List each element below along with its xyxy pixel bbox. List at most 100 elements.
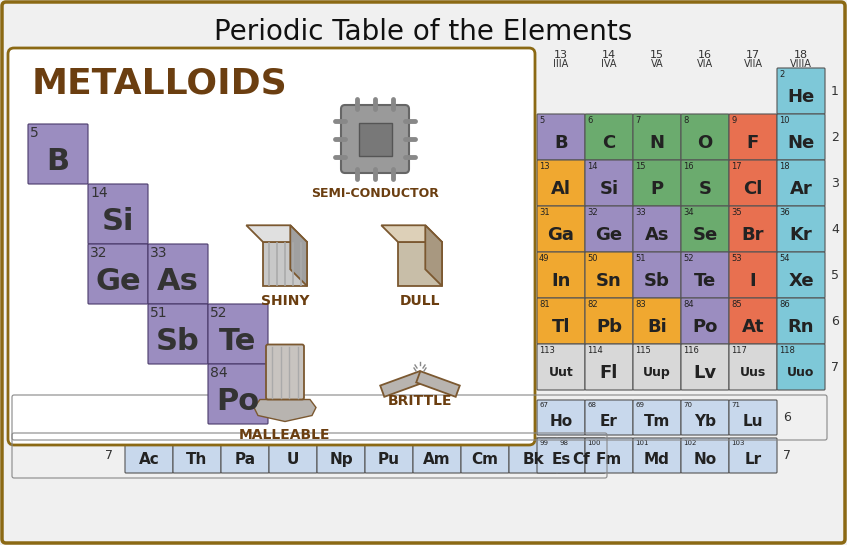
Text: Ar: Ar xyxy=(789,179,812,197)
FancyBboxPatch shape xyxy=(221,438,269,473)
FancyBboxPatch shape xyxy=(537,400,585,435)
Text: 15: 15 xyxy=(650,50,664,60)
FancyBboxPatch shape xyxy=(777,114,825,160)
FancyBboxPatch shape xyxy=(633,160,681,206)
Text: Ho: Ho xyxy=(550,414,573,429)
FancyBboxPatch shape xyxy=(729,114,777,160)
Text: As: As xyxy=(645,226,669,244)
Text: O: O xyxy=(697,134,712,152)
Text: IA: IA xyxy=(27,59,36,69)
Text: Ge: Ge xyxy=(595,226,623,244)
FancyBboxPatch shape xyxy=(148,304,208,364)
FancyBboxPatch shape xyxy=(729,438,777,473)
Text: 16: 16 xyxy=(698,50,712,60)
Text: DULL: DULL xyxy=(400,294,440,308)
Text: 92: 92 xyxy=(271,440,280,446)
Text: 17: 17 xyxy=(746,50,760,60)
Text: 82: 82 xyxy=(587,300,598,309)
Text: 16: 16 xyxy=(683,162,694,171)
Text: Es: Es xyxy=(551,452,571,467)
Polygon shape xyxy=(398,242,442,286)
Text: Se: Se xyxy=(692,226,717,244)
Text: In: In xyxy=(551,271,571,289)
Text: VIIA: VIIA xyxy=(744,59,762,69)
Text: 68: 68 xyxy=(587,402,596,408)
Text: Periodic Table of the Elements: Periodic Table of the Elements xyxy=(214,18,633,46)
Text: 6: 6 xyxy=(831,314,839,328)
Text: 52: 52 xyxy=(683,254,694,263)
Text: Ge: Ge xyxy=(95,267,141,296)
Text: Pa: Pa xyxy=(235,452,256,467)
Text: 117: 117 xyxy=(731,346,747,355)
FancyBboxPatch shape xyxy=(413,438,461,473)
FancyBboxPatch shape xyxy=(28,124,88,184)
Text: 33: 33 xyxy=(150,246,168,260)
Text: B: B xyxy=(554,134,567,152)
FancyBboxPatch shape xyxy=(777,206,825,252)
Text: Lv: Lv xyxy=(694,364,717,382)
FancyBboxPatch shape xyxy=(729,344,777,390)
Text: Uuo: Uuo xyxy=(788,366,815,379)
FancyBboxPatch shape xyxy=(125,438,173,473)
FancyBboxPatch shape xyxy=(681,400,729,435)
FancyBboxPatch shape xyxy=(358,123,391,155)
Text: Bi: Bi xyxy=(647,318,667,336)
Text: Uus: Uus xyxy=(740,366,767,379)
Text: BRITTLE: BRITTLE xyxy=(388,394,452,408)
FancyBboxPatch shape xyxy=(537,252,585,298)
Text: Bk: Bk xyxy=(522,452,544,467)
Text: IVA: IVA xyxy=(601,59,617,69)
FancyBboxPatch shape xyxy=(585,252,633,298)
Text: Ac: Ac xyxy=(139,452,159,467)
Text: Si: Si xyxy=(600,179,618,197)
FancyBboxPatch shape xyxy=(633,206,681,252)
Text: SEMI-CONDUCTOR: SEMI-CONDUCTOR xyxy=(311,187,439,200)
FancyBboxPatch shape xyxy=(777,252,825,298)
Text: Tm: Tm xyxy=(644,414,670,429)
Text: Pb: Pb xyxy=(596,318,622,336)
Text: 83: 83 xyxy=(635,300,645,309)
FancyBboxPatch shape xyxy=(14,68,52,114)
Text: 15: 15 xyxy=(635,162,645,171)
Text: At: At xyxy=(742,318,764,336)
FancyBboxPatch shape xyxy=(557,438,605,473)
Text: U: U xyxy=(287,452,299,467)
Text: 33: 33 xyxy=(635,208,645,217)
Text: 1: 1 xyxy=(831,84,839,98)
Text: H: H xyxy=(25,88,41,106)
Polygon shape xyxy=(291,225,307,286)
Text: Sn: Sn xyxy=(596,271,622,289)
Text: Xe: Xe xyxy=(789,271,814,289)
FancyBboxPatch shape xyxy=(537,298,585,344)
Text: 86: 86 xyxy=(779,300,789,309)
Text: 6: 6 xyxy=(587,116,592,125)
Text: 69: 69 xyxy=(635,402,644,408)
Text: 118: 118 xyxy=(779,346,794,355)
Polygon shape xyxy=(416,371,460,397)
Text: Sb: Sb xyxy=(156,326,200,356)
Text: 91: 91 xyxy=(223,440,232,446)
FancyBboxPatch shape xyxy=(585,114,633,160)
FancyBboxPatch shape xyxy=(633,344,681,390)
Text: B: B xyxy=(47,147,69,175)
Text: 4: 4 xyxy=(831,222,839,235)
Text: 6: 6 xyxy=(783,411,791,424)
Text: 51: 51 xyxy=(150,306,168,320)
Text: 70: 70 xyxy=(683,402,692,408)
FancyBboxPatch shape xyxy=(88,244,148,304)
FancyBboxPatch shape xyxy=(266,344,304,399)
FancyBboxPatch shape xyxy=(585,298,633,344)
Text: Er: Er xyxy=(600,414,618,429)
Text: SHINY: SHINY xyxy=(261,294,309,308)
Text: 89: 89 xyxy=(127,440,136,446)
Text: 100: 100 xyxy=(587,440,601,446)
Text: 7: 7 xyxy=(105,449,113,462)
FancyBboxPatch shape xyxy=(729,206,777,252)
FancyBboxPatch shape xyxy=(461,438,509,473)
Text: 95: 95 xyxy=(415,440,424,446)
FancyBboxPatch shape xyxy=(681,252,729,298)
FancyBboxPatch shape xyxy=(777,344,825,390)
Text: As: As xyxy=(157,267,199,296)
FancyBboxPatch shape xyxy=(585,438,633,473)
Text: 7: 7 xyxy=(635,116,640,125)
